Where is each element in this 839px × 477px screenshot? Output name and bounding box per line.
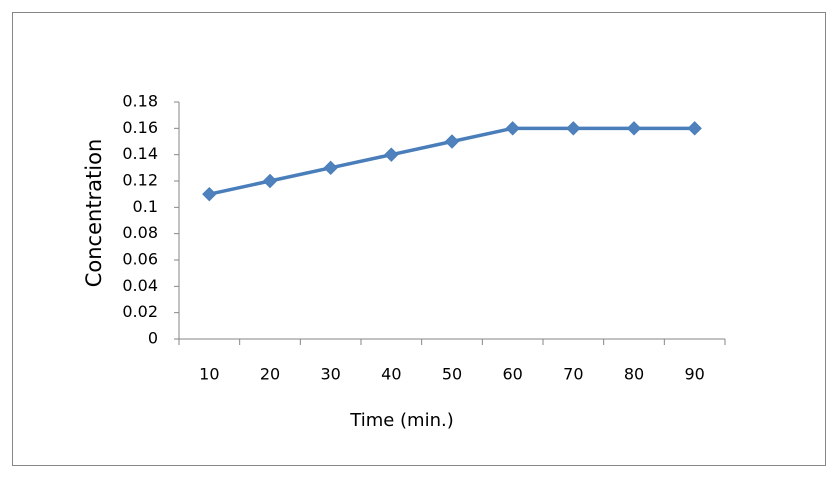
y-tick-label: 0.08 [122,223,158,242]
marker [323,160,338,176]
marker [505,121,520,136]
marker [626,121,642,136]
y-tick-label: 0.04 [122,276,158,295]
y-tick-label: 0.14 [122,144,158,163]
chart-frame [12,12,826,466]
x-tick-label: 50 [442,365,462,384]
y-tick-label: 0.12 [122,171,158,190]
marker [384,147,399,162]
y-tick-label: 0 [148,329,158,348]
y-tick-label: 0.02 [122,302,158,321]
y-axis-title: Concentration [82,139,106,288]
y-tick-label: 0.1 [133,197,158,216]
x-tick-label: 80 [624,365,644,384]
x-tick-label: 40 [381,365,401,384]
x-tick-label: 90 [684,365,704,384]
y-tick-label: 0.18 [122,92,158,111]
marker [444,134,460,149]
x-tick-label: 30 [320,365,340,384]
x-tick-label: 20 [260,365,280,384]
x-axis-title: Time (min.) [349,410,453,431]
marker [202,186,217,202]
y-tick-label: 0.16 [122,118,158,137]
marker [687,121,702,136]
marker [262,173,278,189]
y-tick-label: 0.06 [122,250,158,269]
x-tick-label: 60 [502,365,522,384]
x-tick-label: 70 [563,365,583,384]
x-tick-label: 10 [199,365,219,384]
marker [566,121,581,136]
